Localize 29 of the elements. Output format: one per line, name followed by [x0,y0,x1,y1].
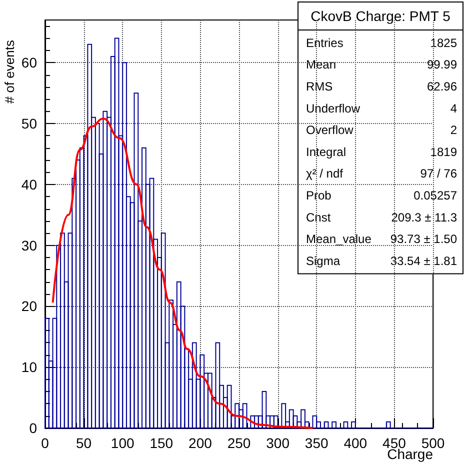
text: Sigma 33.54 ± 1.81 [306,254,457,268]
x-tick-label: 150 [150,435,174,451]
x-tick-label: 400 [344,435,368,451]
x-tick-label: 350 [304,435,328,451]
x-tick-label: 300 [266,435,290,451]
y-tick-label: 60 [21,54,38,71]
y-tick-label: 30 [21,237,38,254]
y-axis-title: # of events [2,40,17,104]
text: χ² / ndf 97 / 76 [306,166,457,181]
y-tick-label: 0 [29,420,38,436]
text: Mean_value 93.73 ± 1.50 [306,232,457,246]
x-tick-label: 250 [227,435,251,451]
text: Entries 1825 [306,36,457,50]
text: Prob 0.05257 [306,188,457,202]
text: Overflow 2 [306,123,457,138]
chart-title: CkovB Charge: PMT 5 [310,8,451,24]
x-tick-label: 50 [76,435,92,451]
text: Cnst 209.3 ± 11.3 [306,210,457,224]
y-tick-label: 20 [21,298,38,314]
x-tick-label: 200 [188,435,212,451]
y-tick-label: 10 [21,359,38,376]
y-tick-label: 40 [21,176,38,192]
x-tick-label: 0 [41,435,50,451]
y-tick-label: 50 [21,116,38,132]
x-tick-label: 100 [110,435,134,451]
text: RMS 62.96 [306,80,457,94]
text: Underflow 4 [306,101,457,116]
x-tick-label: 500 [421,435,445,451]
text: Integral 1819 [306,144,457,159]
